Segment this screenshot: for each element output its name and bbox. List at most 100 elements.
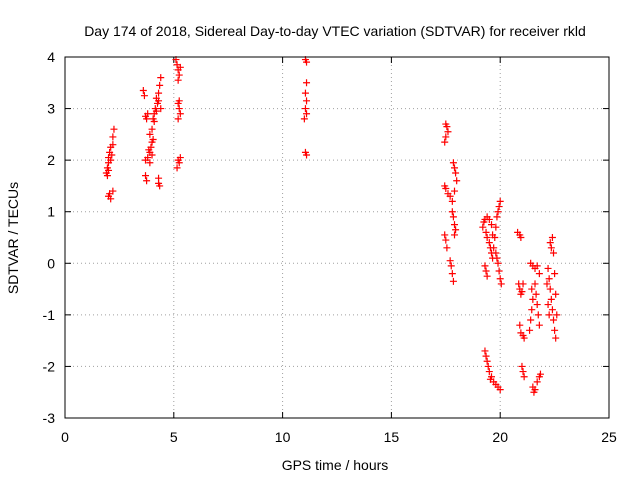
data-point [107, 195, 115, 203]
data-point [516, 321, 524, 329]
data-point [492, 249, 500, 257]
data-point [481, 262, 489, 270]
data-point [520, 373, 528, 381]
data-point [152, 107, 160, 115]
data-point [547, 295, 555, 303]
data-point [533, 262, 541, 270]
data-point [495, 267, 503, 275]
data-point [152, 94, 160, 102]
x-tick-label: 5 [170, 429, 178, 445]
data-point [449, 277, 457, 285]
data-point [149, 136, 157, 144]
data-point [442, 236, 450, 244]
y-axis-label: SDTVAR / TECUs [5, 182, 21, 294]
data-point [496, 275, 504, 283]
data-point [548, 234, 556, 241]
data-point [175, 71, 183, 79]
data-point [148, 151, 156, 159]
data-point [142, 156, 150, 164]
data-point [546, 239, 554, 247]
data-point [109, 133, 117, 141]
data-point [142, 172, 150, 180]
data-point [545, 275, 553, 283]
data-point [546, 285, 554, 293]
data-point [156, 81, 164, 89]
plot-frame [64, 56, 610, 419]
tick-layer [64, 56, 610, 419]
x-tick-label: 15 [384, 429, 400, 445]
data-point [550, 316, 558, 324]
data-point [553, 311, 561, 319]
data-point [139, 87, 147, 95]
data-point [301, 89, 309, 97]
data-point [483, 234, 491, 241]
data-point [544, 264, 552, 272]
data-point [533, 378, 541, 386]
data-point [303, 97, 311, 105]
data-point [495, 203, 503, 211]
y-tick-label: -3 [43, 410, 56, 426]
data-point [481, 347, 489, 355]
data-point [493, 254, 501, 262]
data-point [155, 89, 163, 97]
data-point [483, 272, 491, 280]
data-point [517, 234, 525, 241]
data-point [103, 172, 111, 180]
y-tick-label: 4 [47, 49, 55, 65]
data-point [547, 244, 555, 252]
data-point [301, 105, 309, 113]
data-point [174, 76, 182, 84]
data-point [520, 334, 528, 342]
y-tick-label: 1 [47, 204, 55, 220]
data-point [443, 123, 451, 131]
data-point [175, 105, 183, 113]
data-point [482, 352, 490, 360]
x-tick-label: 10 [275, 429, 291, 445]
data-point [303, 58, 311, 66]
data-point [453, 177, 461, 185]
data-point [449, 213, 457, 221]
data-point [482, 267, 490, 275]
data-point [441, 138, 449, 146]
data-point [173, 164, 181, 172]
data-point [494, 208, 502, 216]
data-point [105, 166, 113, 174]
data-point [175, 159, 183, 167]
data-point [175, 97, 183, 105]
data-point [446, 257, 454, 265]
data-point [534, 311, 542, 319]
data-point [490, 244, 498, 252]
data-point [108, 151, 116, 159]
grid-layer [65, 57, 609, 418]
data-point [544, 301, 552, 309]
data-point [176, 110, 184, 118]
data-point [303, 151, 311, 159]
data-point [110, 125, 118, 133]
data-point [451, 164, 459, 172]
data-point [531, 280, 539, 288]
y-tick-label: 0 [47, 255, 55, 271]
data-point [483, 357, 491, 365]
data-point [492, 223, 500, 231]
data-point [448, 197, 456, 205]
data-point [493, 213, 501, 221]
data-point [441, 231, 449, 239]
data-point [526, 326, 534, 334]
data-point [443, 244, 451, 252]
data-point [486, 375, 494, 383]
data-point [303, 79, 311, 87]
chart-title: Day 174 of 2018, Sidereal Day-to-day VTE… [84, 23, 586, 39]
data-point [527, 316, 535, 324]
data-point [449, 159, 457, 167]
data-point [448, 270, 456, 278]
data-point [146, 130, 154, 138]
y-tick-label: 3 [47, 101, 55, 117]
data-point [444, 128, 452, 136]
data-point [147, 143, 155, 151]
data-point [300, 115, 308, 123]
data-point [552, 290, 560, 298]
data-point [143, 177, 151, 185]
data-point [144, 110, 152, 118]
